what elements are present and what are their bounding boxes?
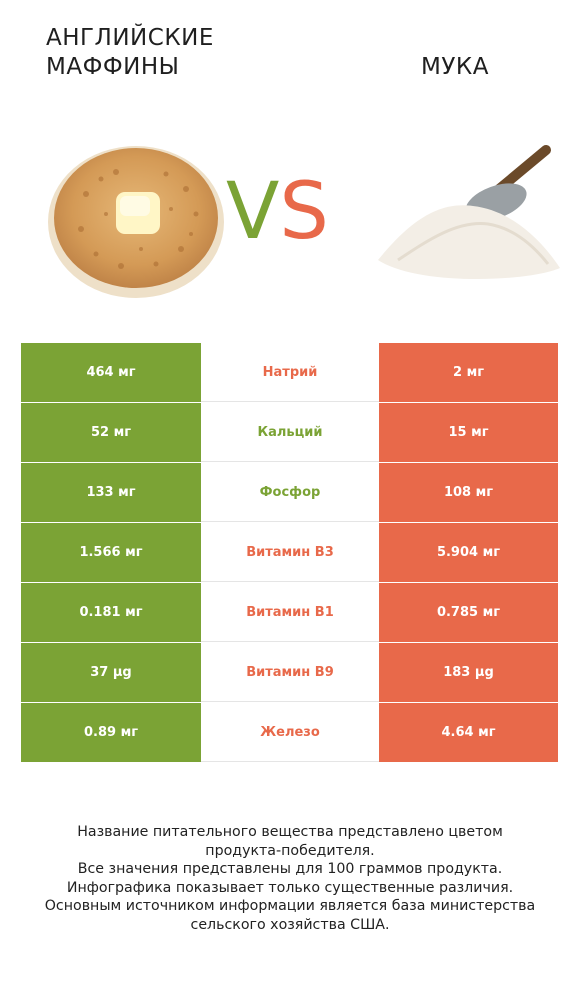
vs-label: VS: [226, 167, 329, 257]
flour-image: [378, 145, 560, 280]
left-title-line-1: АНГЛИЙСКИЕ: [46, 25, 214, 51]
footer-line: продукта-победителя.: [205, 842, 375, 859]
right-value: 2 мг: [379, 343, 558, 402]
right-value: 4.64 мг: [379, 703, 558, 762]
left-value: 464 мг: [21, 343, 201, 402]
left-value: 133 мг: [21, 463, 201, 522]
nutrient-label: Кальций: [201, 403, 379, 462]
footer-line: Основным источником информации является …: [44, 898, 536, 914]
comparison-table: 464 мг Натрий 2 мг 52 мг Кальций 15 мг 1…: [21, 343, 558, 763]
footer-line: Все значения представлены для 100 граммо…: [77, 861, 503, 877]
table-row: 0.181 мг Витамин B1 0.785 мг: [21, 583, 558, 642]
nutrient-label: Витамин B9: [201, 643, 379, 702]
nutrient-label: Витамин B3: [201, 523, 379, 582]
right-value: 15 мг: [379, 403, 558, 462]
table-row: 464 мг Натрий 2 мг: [21, 343, 558, 402]
nutrient-label: Витамин B1: [201, 583, 379, 642]
right-product-title: МУКА: [421, 54, 489, 80]
table-row: 52 мг Кальций 15 мг: [21, 403, 558, 462]
table-row: 37 µg Витамин B9 183 µg: [21, 643, 558, 702]
table-row: 133 мг Фосфор 108 мг: [21, 463, 558, 522]
nutrient-label: Железо: [201, 703, 379, 762]
left-value: 1.566 мг: [21, 523, 201, 582]
nutrient-label: Натрий: [201, 343, 379, 402]
footer-note: Название питательного вещества представл…: [20, 823, 560, 934]
right-value: 0.785 мг: [379, 583, 558, 642]
left-value: 0.89 мг: [21, 703, 201, 762]
table-row: 0.89 мг Железо 4.64 мг: [21, 703, 558, 762]
left-value: 0.181 мг: [21, 583, 201, 642]
right-value: 183 µg: [379, 643, 558, 702]
right-value: 108 мг: [379, 463, 558, 522]
left-value: 37 µg: [21, 643, 201, 702]
english-muffin-image: [48, 146, 224, 298]
left-title-line-2: МАФФИНЫ: [46, 54, 180, 80]
footer-line: Название питательного вещества представл…: [77, 824, 503, 840]
right-value: 5.904 мг: [379, 523, 558, 582]
left-value: 52 мг: [21, 403, 201, 462]
footer-line: сельского хозяйства США.: [190, 916, 390, 933]
nutrient-label: Фосфор: [201, 463, 379, 522]
footer-line: Инфографика показывает только существенн…: [66, 879, 514, 896]
table-row: 1.566 мг Витамин B3 5.904 мг: [21, 523, 558, 582]
left-product-title: АНГЛИЙСКИЕ МАФФИНЫ: [46, 24, 246, 82]
